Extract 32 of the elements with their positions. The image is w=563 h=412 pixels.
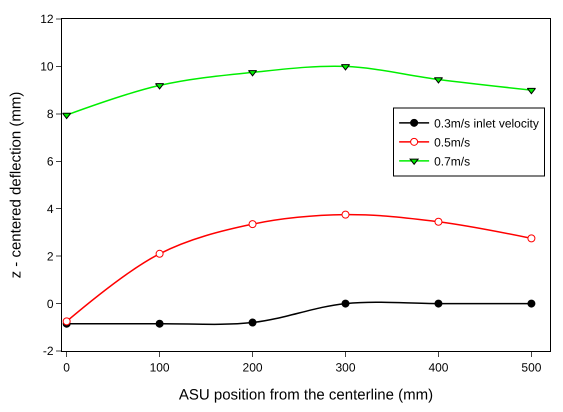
x-tick-label: 100 [150,360,170,374]
y-tick-label: 4 [46,202,54,216]
point [434,300,442,308]
point [62,112,72,120]
point [342,300,350,308]
y-tick-label: 8 [46,107,54,122]
point [527,300,536,308]
y-tick-label: 10 [40,60,54,74]
y-axis-title: z - centered deflection (mm) [7,92,24,278]
point [527,234,536,242]
point [434,218,442,226]
x-tick-label: 0 [63,360,70,374]
point [156,320,164,328]
x-axis-title: ASU position from the centerline (mm) [178,386,434,404]
x-tick-label: 500 [521,360,542,374]
x-tick-label: 400 [428,360,449,374]
point [526,88,536,94]
y-tick-label: 6 [46,154,54,168]
y-tick-label: -2 [42,344,54,358]
legend-label: 0.3m/s inlet velocity [434,116,539,131]
y-tick-label: 12 [40,12,54,26]
y-tick-label: 2 [46,249,54,264]
x-tick-label: 300 [335,360,356,374]
point [156,250,164,258]
point [248,220,257,228]
point [342,210,350,219]
point [248,318,257,327]
legend-label: 0.7m/s [434,154,470,169]
y-tick-label: 0 [46,296,54,311]
point [62,317,71,326]
legend-label: 0.5m/s [434,136,470,150]
x-tick-label: 200 [242,360,263,374]
